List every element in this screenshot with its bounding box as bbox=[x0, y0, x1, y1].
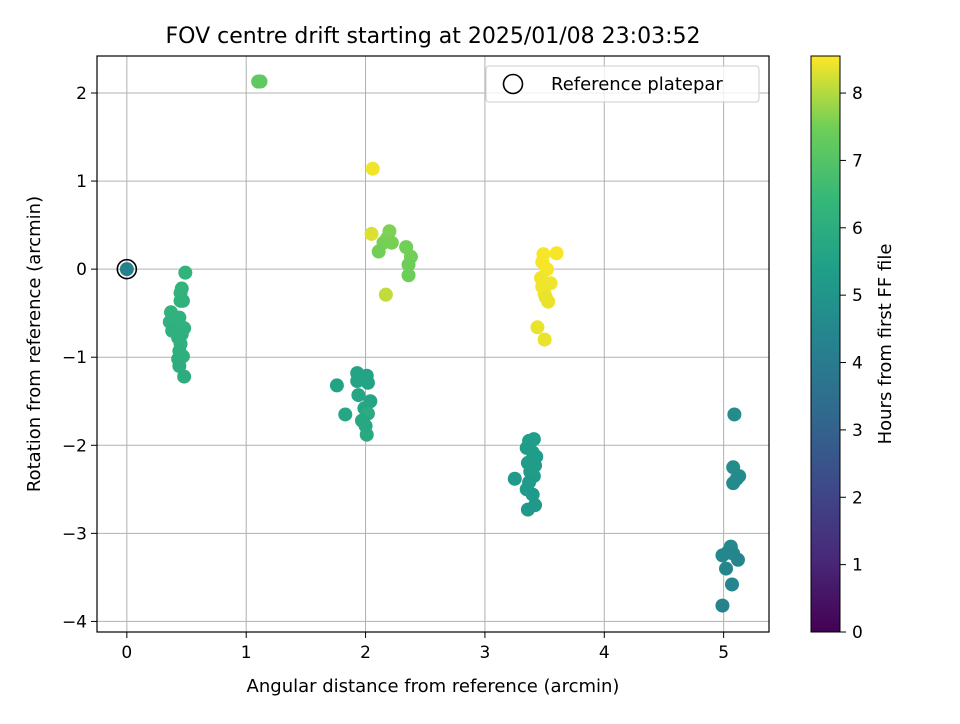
data-point-22 bbox=[365, 161, 380, 176]
data-point-84 bbox=[719, 561, 734, 576]
data-point-28 bbox=[371, 244, 386, 259]
data-point-73 bbox=[520, 502, 535, 517]
colorbar-ticks: 0 1 2 3 4 5 6 7 8 bbox=[840, 84, 863, 643]
legend-entry-reference: Reference platepar bbox=[551, 74, 723, 95]
data-point-48 bbox=[549, 246, 564, 261]
plot-frame bbox=[96, 55, 770, 633]
y-axis-ticks: −4 −3 −2 −1 0 1 2 bbox=[62, 84, 97, 632]
x-axis-label: Angular distance from reference (arcmin) bbox=[247, 676, 620, 697]
data-point-74 bbox=[727, 407, 742, 422]
x-tick-label-5: 5 bbox=[718, 643, 729, 663]
data-point-68 bbox=[507, 471, 522, 486]
chart-title: FOV centre drift starting at 2025/01/08 … bbox=[166, 24, 701, 49]
colorbar-tick-label-6: 6 bbox=[852, 219, 863, 239]
data-point-86 bbox=[715, 598, 730, 613]
data-point-85 bbox=[724, 577, 739, 592]
colorbar-tick-label-1: 1 bbox=[852, 556, 863, 576]
y-tick-label-3: −1 bbox=[62, 348, 87, 368]
x-tick-label-3: 3 bbox=[480, 643, 491, 663]
y-tick-label-2: −2 bbox=[62, 436, 87, 456]
data-point-83 bbox=[730, 552, 745, 567]
data-point-32 bbox=[401, 268, 416, 283]
reference-platepar-marker bbox=[116, 258, 138, 280]
data-point-27 bbox=[384, 235, 399, 250]
data-point-56 bbox=[541, 294, 556, 309]
y-tick-label-5: 1 bbox=[76, 172, 87, 192]
data-point-37 bbox=[350, 373, 365, 388]
y-tick-label-4: 0 bbox=[76, 260, 87, 280]
data-point-71 bbox=[525, 487, 540, 502]
data-point-19 bbox=[177, 369, 192, 384]
data-point-5 bbox=[175, 293, 190, 308]
x-tick-label-2: 2 bbox=[360, 643, 371, 663]
grid bbox=[97, 56, 769, 632]
data-point-1 bbox=[178, 265, 193, 280]
data-point-31 bbox=[401, 257, 416, 272]
colorbar-gradient bbox=[810, 55, 841, 633]
data-point-33 bbox=[378, 287, 393, 302]
legend-box bbox=[485, 65, 760, 103]
legend: Reference platepar bbox=[485, 65, 760, 103]
data-point-34 bbox=[329, 378, 344, 393]
y-tick-label-1: −3 bbox=[62, 524, 87, 544]
colorbar-tick-label-7: 7 bbox=[852, 151, 863, 171]
colorbar-label: Hours from first FF file bbox=[875, 244, 896, 445]
colorbar-tick-label-5: 5 bbox=[852, 286, 863, 306]
legend-marker-reference bbox=[502, 73, 524, 95]
data-point-78 bbox=[726, 476, 741, 491]
data-point-23 bbox=[364, 226, 379, 241]
y-tick-label-6: 2 bbox=[76, 84, 87, 104]
data-point-39 bbox=[351, 388, 366, 403]
data-point-42 bbox=[338, 407, 353, 422]
x-axis-ticks: 0 1 2 3 4 5 bbox=[121, 632, 729, 663]
data-point-58 bbox=[537, 332, 552, 347]
x-tick-label-4: 4 bbox=[599, 643, 610, 663]
y-tick-label-0: −4 bbox=[62, 612, 87, 632]
x-tick-label-1: 1 bbox=[241, 643, 252, 663]
data-point-38 bbox=[360, 375, 375, 390]
data-point-21 bbox=[253, 74, 268, 89]
data-points bbox=[116, 74, 747, 613]
data-point-0 bbox=[119, 262, 134, 277]
data-point-46 bbox=[359, 427, 374, 442]
colorbar-tick-label-3: 3 bbox=[852, 421, 863, 441]
colorbar-tick-label-0: 0 bbox=[852, 623, 863, 643]
data-point-57 bbox=[530, 320, 545, 335]
x-tick-label-0: 0 bbox=[121, 643, 132, 663]
y-axis-label: Rotation from reference (arcmin) bbox=[24, 196, 45, 492]
colorbar-tick-label-4: 4 bbox=[852, 354, 863, 374]
colorbar: 0 1 2 3 4 5 6 7 8 Hours from first FF file bbox=[810, 55, 896, 643]
data-point-18 bbox=[172, 359, 187, 374]
colorbar-tick-label-2: 2 bbox=[852, 488, 863, 508]
colorbar-tick-label-8: 8 bbox=[852, 84, 863, 104]
